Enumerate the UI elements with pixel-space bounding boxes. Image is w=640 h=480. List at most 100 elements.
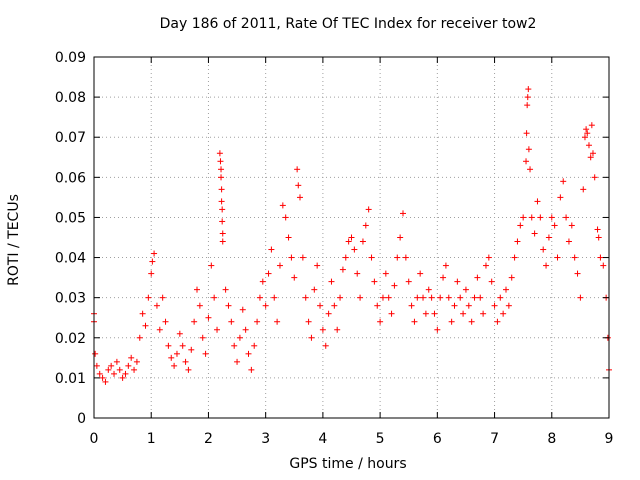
- data-point: [568, 222, 575, 229]
- data-point: [545, 234, 552, 241]
- data-point: [503, 286, 509, 293]
- data-point: [585, 142, 592, 149]
- data-point: [231, 342, 238, 349]
- data-point: [122, 370, 129, 377]
- data-point: [216, 150, 223, 157]
- data-point: [219, 218, 226, 225]
- data-point: [219, 230, 226, 237]
- data-point: [325, 310, 332, 317]
- data-point: [188, 346, 195, 353]
- data-point: [583, 126, 590, 133]
- data-point: [524, 102, 531, 109]
- data-point: [314, 262, 321, 269]
- y-tick-label: 0.06: [55, 170, 86, 186]
- data-point: [282, 214, 289, 221]
- data-point: [116, 366, 123, 373]
- data-point: [377, 318, 384, 325]
- data-point: [422, 310, 429, 317]
- data-point: [133, 358, 140, 365]
- data-point: [268, 246, 275, 253]
- data-point: [285, 234, 292, 241]
- data-point: [214, 326, 221, 333]
- data-point: [527, 166, 534, 173]
- data-point: [468, 318, 475, 325]
- data-point: [176, 330, 183, 337]
- data-point: [557, 194, 564, 201]
- data-point: [368, 254, 375, 261]
- data-point: [497, 294, 504, 301]
- data-point: [302, 294, 309, 301]
- data-point: [239, 306, 246, 313]
- data-point: [428, 294, 435, 301]
- data-point: [279, 202, 286, 209]
- data-point: [577, 294, 584, 301]
- data-point: [402, 254, 409, 261]
- data-point: [523, 158, 530, 165]
- data-point: [405, 278, 412, 285]
- data-point: [382, 270, 389, 277]
- data-point: [242, 326, 249, 333]
- data-point: [218, 166, 225, 173]
- data-point: [218, 198, 225, 205]
- data-point: [274, 318, 281, 325]
- data-point: [331, 302, 338, 309]
- data-point: [414, 294, 421, 301]
- data-point: [540, 246, 547, 253]
- data-point: [354, 270, 361, 277]
- data-point: [357, 294, 364, 301]
- data-point: [523, 130, 530, 137]
- data-point: [291, 274, 298, 281]
- x-tick-label: 5: [376, 431, 385, 447]
- data-point: [185, 366, 192, 373]
- data-point: [505, 302, 512, 309]
- data-point: [359, 238, 366, 245]
- x-tick-label: 0: [90, 431, 99, 447]
- data-point: [465, 302, 472, 309]
- data-points: [91, 86, 612, 385]
- data-point: [219, 206, 226, 213]
- data-point: [305, 318, 312, 325]
- data-point: [251, 342, 258, 349]
- data-point: [265, 270, 272, 277]
- data-point: [219, 238, 226, 245]
- data-point: [597, 254, 604, 261]
- data-point: [594, 226, 601, 233]
- data-point: [99, 374, 106, 381]
- data-point: [339, 266, 346, 273]
- data-point: [254, 318, 261, 325]
- data-point: [351, 246, 358, 253]
- data-point: [297, 194, 303, 201]
- data-point: [445, 294, 452, 301]
- data-point: [228, 318, 235, 325]
- data-point: [551, 222, 558, 229]
- data-point: [218, 186, 225, 193]
- data-point: [222, 286, 229, 293]
- data-point: [482, 262, 489, 269]
- data-point: [276, 262, 283, 269]
- data-point: [588, 122, 595, 129]
- data-point: [311, 286, 318, 293]
- data-point: [162, 318, 169, 325]
- data-point: [168, 354, 175, 361]
- data-point: [345, 238, 352, 245]
- data-point: [217, 158, 224, 165]
- data-point: [477, 294, 484, 301]
- data-point: [102, 378, 109, 385]
- data-point: [371, 278, 378, 285]
- data-point: [374, 302, 381, 309]
- y-tick-label: 0.08: [55, 90, 86, 106]
- data-point: [328, 278, 335, 285]
- data-point: [511, 254, 518, 261]
- grid-lines: [94, 57, 609, 418]
- data-point: [520, 214, 527, 221]
- data-point: [199, 334, 206, 341]
- data-point: [365, 206, 372, 213]
- data-point: [491, 302, 498, 309]
- data-point: [560, 178, 567, 185]
- data-point: [179, 342, 186, 349]
- data-point: [145, 294, 152, 301]
- data-point: [425, 286, 432, 293]
- data-point: [563, 214, 570, 221]
- data-point: [451, 302, 458, 309]
- data-point: [319, 326, 326, 333]
